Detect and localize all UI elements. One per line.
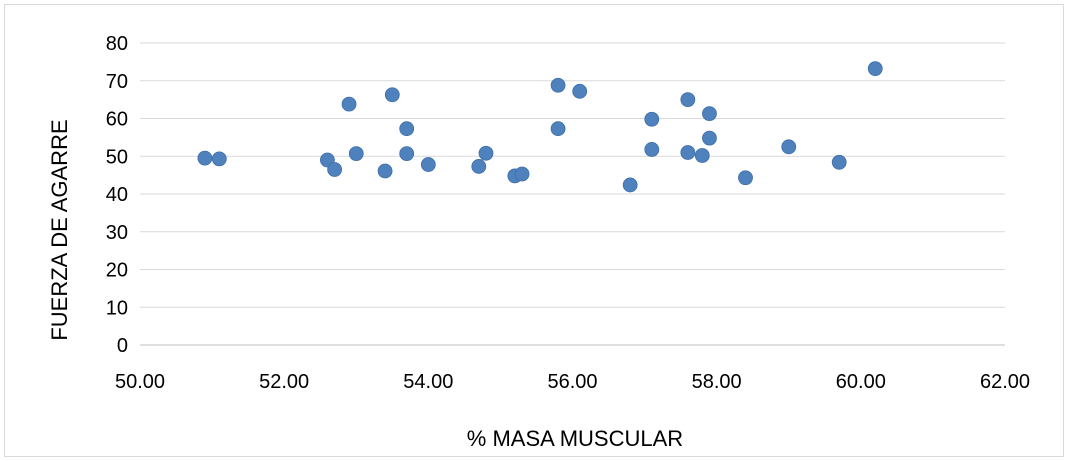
data-point <box>572 83 588 99</box>
data-point <box>622 177 638 193</box>
data-point <box>384 87 400 103</box>
data-point <box>694 148 710 163</box>
x-tick-label: 62.00 <box>980 371 1030 393</box>
y-tick-label: 50 <box>106 146 128 168</box>
data-point <box>348 146 364 162</box>
y-tick-label: 30 <box>106 222 128 244</box>
data-point <box>702 106 717 121</box>
x-tick-label: 56.00 <box>547 371 597 393</box>
y-tick-label: 40 <box>106 184 128 206</box>
data-point <box>867 61 883 77</box>
data-points <box>197 61 883 193</box>
x-tick-label: 52.00 <box>259 371 309 393</box>
data-point <box>341 96 357 112</box>
y-axis-ticks: 0 10 20 30 40 50 60 70 80 <box>106 33 128 357</box>
data-point <box>478 145 494 161</box>
chart-frame <box>4 4 1064 457</box>
data-point <box>197 150 213 166</box>
data-point <box>702 130 717 146</box>
x-axis-title: % MASA MUSCULAR <box>467 426 683 451</box>
y-axis-title: FUERZA DE AGARRE <box>47 119 72 340</box>
data-point <box>781 139 797 155</box>
x-tick-label: 50.00 <box>115 371 165 393</box>
data-point <box>420 157 436 172</box>
data-point <box>738 170 753 186</box>
data-point <box>550 121 566 137</box>
y-tick-label: 0 <box>117 335 128 357</box>
data-point <box>550 77 566 93</box>
data-point <box>399 121 415 137</box>
x-tick-label: 54.00 <box>403 371 453 393</box>
data-point <box>471 159 487 174</box>
y-tick-label: 80 <box>106 33 128 55</box>
data-point <box>399 146 415 162</box>
data-point <box>644 142 660 157</box>
x-tick-label: 58.00 <box>692 371 742 393</box>
y-tick-label: 10 <box>106 297 128 319</box>
data-point <box>211 151 227 167</box>
data-point <box>680 92 696 108</box>
data-point <box>514 166 530 182</box>
y-tick-label: 60 <box>106 109 128 131</box>
data-point <box>644 111 660 127</box>
x-tick-label: 60.00 <box>836 371 886 393</box>
data-point <box>831 154 847 170</box>
x-axis-ticks: 50.00 52.00 54.00 56.00 58.00 60.00 62.00 <box>115 371 1030 393</box>
y-tick-label: 70 <box>106 71 128 93</box>
data-point <box>377 163 393 179</box>
gridlines <box>140 42 1005 346</box>
y-tick-label: 20 <box>106 260 128 282</box>
data-point <box>680 145 696 160</box>
data-point <box>327 162 343 177</box>
